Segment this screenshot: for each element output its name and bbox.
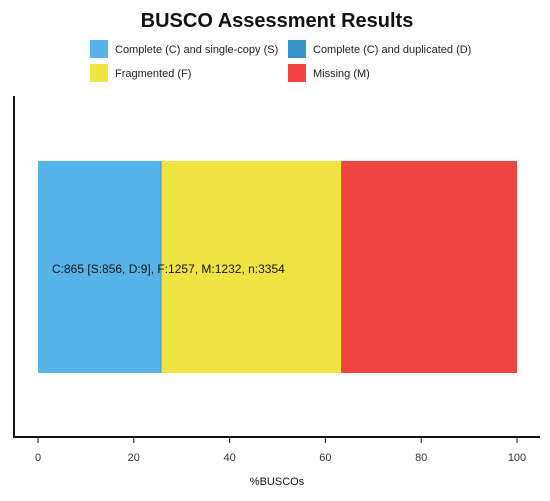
legend-swatch-3 bbox=[288, 64, 306, 82]
bar-segment-2 bbox=[161, 161, 342, 373]
legend-swatch-2 bbox=[90, 64, 108, 82]
x-tick-label-2: 40 bbox=[223, 452, 235, 464]
x-tick-label-0: 0 bbox=[35, 452, 41, 464]
plot-area: C:865 [S:856, D:9], F:1257, M:1232, n:33… bbox=[13, 96, 540, 464]
x-tick-label-5: 100 bbox=[508, 452, 526, 464]
x-tick-label-3: 60 bbox=[319, 452, 331, 464]
bar-segment-3 bbox=[341, 161, 517, 373]
x-tick-label-1: 20 bbox=[128, 452, 140, 464]
x-tick-label-4: 80 bbox=[415, 452, 427, 464]
bar-annotation: C:865 [S:856, D:9], F:1257, M:1232, n:33… bbox=[52, 262, 285, 276]
bar-segment-1 bbox=[160, 161, 162, 373]
chart-title: BUSCO Assessment Results bbox=[141, 10, 414, 32]
legend-label-3: Missing (M) bbox=[313, 68, 370, 80]
legend: Complete (C) and single-copy (S) Complete… bbox=[90, 40, 471, 82]
x-axis-label: %BUSCOs bbox=[250, 476, 305, 488]
legend-swatch-1 bbox=[288, 40, 306, 58]
legend-label-2: Fragmented (F) bbox=[115, 68, 191, 80]
bars bbox=[38, 161, 517, 373]
bar-segment-0 bbox=[38, 161, 161, 373]
legend-label-1: Complete (C) and duplicated (D) bbox=[313, 44, 471, 56]
x-ticks: 0 20 40 60 80 100 bbox=[35, 437, 526, 464]
legend-swatch-0 bbox=[90, 40, 108, 58]
legend-label-0: Complete (C) and single-copy (S) bbox=[115, 44, 278, 56]
